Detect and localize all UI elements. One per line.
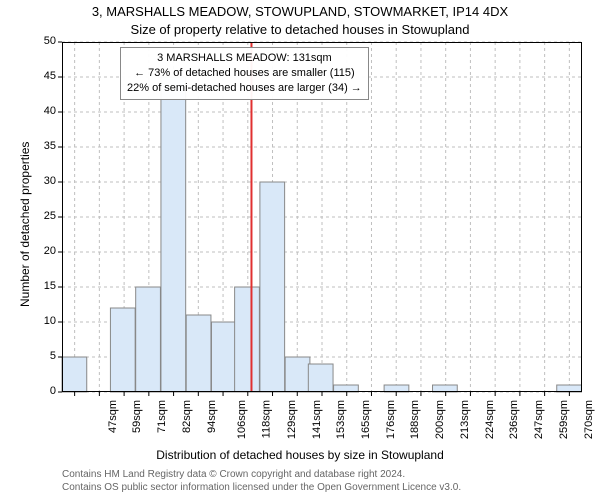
x-tick-label: 176sqm xyxy=(385,400,397,439)
x-tick-label: 200sqm xyxy=(434,400,446,439)
y-tick-label: 35 xyxy=(28,140,56,152)
chart-title-main: 3, MARSHALLS MEADOW, STOWUPLAND, STOWMAR… xyxy=(0,4,600,19)
x-tick-label: 213sqm xyxy=(459,400,471,439)
x-tick-label: 247sqm xyxy=(533,400,545,439)
x-tick-label: 94sqm xyxy=(206,400,218,433)
y-tick-label: 40 xyxy=(28,105,56,117)
x-tick-label: 236sqm xyxy=(509,400,521,439)
footer-line1: Contains HM Land Registry data © Crown c… xyxy=(62,468,461,481)
x-tick-label: 165sqm xyxy=(360,400,372,439)
y-tick-label: 50 xyxy=(28,35,56,47)
footer-attribution: Contains HM Land Registry data © Crown c… xyxy=(62,468,461,494)
y-tick-label: 10 xyxy=(28,315,56,327)
annotation-line3: 22% of semi-detached houses are larger (… xyxy=(127,81,362,96)
x-tick-label: 129sqm xyxy=(286,400,298,439)
x-tick-label: 47sqm xyxy=(107,400,119,433)
x-tick-label: 224sqm xyxy=(484,400,496,439)
x-tick-label: 106sqm xyxy=(236,400,248,439)
x-tick-label: 141sqm xyxy=(311,400,323,439)
x-tick-label: 270sqm xyxy=(583,400,595,439)
x-tick-label: 153sqm xyxy=(335,400,347,439)
annotation-line2: ← 73% of detached houses are smaller (11… xyxy=(127,66,362,81)
x-tick-label: 71sqm xyxy=(156,400,168,433)
y-tick-label: 25 xyxy=(28,210,56,222)
y-tick-label: 15 xyxy=(28,280,56,292)
y-tick-label: 30 xyxy=(28,175,56,187)
y-tick-label: 20 xyxy=(28,245,56,257)
y-tick-label: 0 xyxy=(28,385,56,397)
x-tick-label: 118sqm xyxy=(260,400,272,438)
annotation-line1: 3 MARSHALLS MEADOW: 131sqm xyxy=(127,51,362,66)
x-tick-label: 82sqm xyxy=(181,400,193,433)
x-tick-label: 59sqm xyxy=(131,400,143,433)
x-axis-label: Distribution of detached houses by size … xyxy=(0,448,600,462)
x-tick-label: 188sqm xyxy=(410,400,422,439)
x-tick-label: 259sqm xyxy=(558,400,570,439)
footer-line2: Contains OS public sector information li… xyxy=(62,481,461,494)
y-tick-label: 45 xyxy=(28,70,56,82)
annotation-box: 3 MARSHALLS MEADOW: 131sqm ← 73% of deta… xyxy=(120,47,369,100)
chart-title-sub: Size of property relative to detached ho… xyxy=(0,22,600,37)
y-tick-label: 5 xyxy=(28,350,56,362)
